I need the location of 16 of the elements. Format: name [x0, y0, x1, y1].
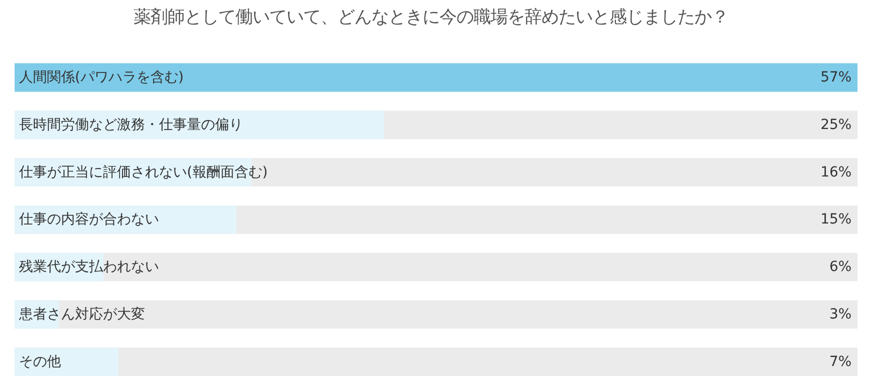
data-label: 25% [820, 116, 852, 133]
data-label: 3% [829, 306, 852, 322]
data-label: 57% [820, 70, 852, 86]
y-tick-label: 人間関係(パワハラを含む) [18, 70, 184, 86]
y-tick-label: 仕事の内容が合わない [18, 212, 159, 228]
data-label: 7% [829, 354, 852, 370]
y-tick-label: 仕事が正当に評価されない(報酬面含む) [18, 164, 268, 180]
data-label: 16% [820, 164, 852, 180]
data-label: 6% [829, 259, 852, 276]
y-tick-label: その他 [18, 354, 61, 370]
y-tick-label: 残業代が支払われない [18, 259, 159, 276]
y-tick-label: 長時間労働など激務・仕事量の偏り [18, 116, 243, 133]
chart-title: 薬剤師として働いていて、どんなときに今の職場を辞めたいと感じましたか？ [134, 8, 728, 28]
y-tick-label: 患者さん対応が大変 [18, 306, 145, 322]
data-label: 15% [820, 212, 852, 228]
bar [14, 348, 118, 376]
